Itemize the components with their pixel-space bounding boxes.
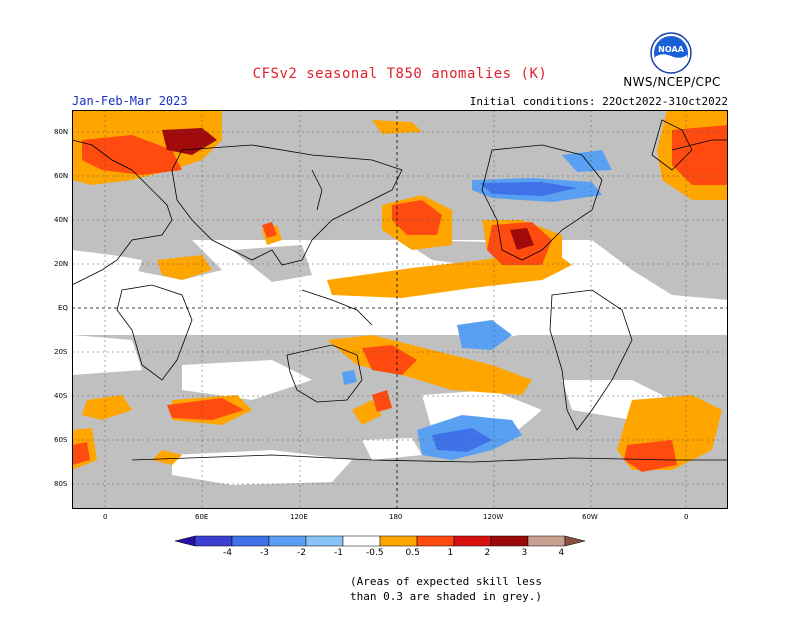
noaa-logo-icon: NOAA xyxy=(650,32,692,74)
colorbar-swatch xyxy=(231,535,270,547)
map-gridlines xyxy=(72,110,727,508)
equator-dateline xyxy=(72,110,727,508)
lat-label: 60N xyxy=(54,172,69,180)
colorbar-tick-label: -2 xyxy=(297,548,306,558)
colorbar-swatch xyxy=(194,535,233,547)
skill-note-line2: than 0.3 are shaded in grey.) xyxy=(350,590,543,603)
svg-text:NOAA: NOAA xyxy=(658,45,684,54)
colorbar-tick-label: -4 xyxy=(223,548,232,558)
anomaly-map xyxy=(72,110,728,509)
lat-label: 80S xyxy=(54,480,68,488)
colorbar-tick-label: -3 xyxy=(260,548,269,558)
lat-label: EQ xyxy=(58,304,68,312)
colorbar-swatch xyxy=(490,535,529,547)
lat-label: 60S xyxy=(54,436,68,444)
colorbar-tick-label: 3 xyxy=(521,548,528,558)
colorbar-tick-label: 4 xyxy=(558,548,565,558)
colorbar-tick-label: 2 xyxy=(484,548,491,558)
lon-label: 60E xyxy=(195,513,209,521)
lon-label: 180 xyxy=(389,513,403,521)
agency-label: NWS/NCEP/CPC xyxy=(623,75,721,89)
lon-label: 0 xyxy=(103,513,108,521)
lat-label: 20N xyxy=(54,260,69,268)
colorbar-tick-label: -1 xyxy=(334,548,343,558)
lon-label: 120W xyxy=(483,513,504,521)
colorbar-swatch xyxy=(416,535,455,547)
colorbar-tick-label: 1 xyxy=(447,548,454,558)
lat-label: 20S xyxy=(54,348,68,356)
lon-label: 0 xyxy=(684,513,689,521)
lat-label: 80N xyxy=(54,128,69,136)
colorbar-arrow-low xyxy=(175,535,196,547)
skill-note-line1: (Areas of expected skill less xyxy=(350,575,543,588)
colorbar-swatch xyxy=(379,535,418,547)
colorbar-swatch xyxy=(453,535,492,547)
colorbar xyxy=(175,535,586,547)
initial-conditions: Initial conditions: 22Oct2022-31Oct2022 xyxy=(469,95,728,108)
lat-label: 40S xyxy=(54,392,68,400)
colorbar-swatch xyxy=(342,535,381,547)
colorbar-tick-label: -0.5 xyxy=(366,548,384,558)
lon-label: 60W xyxy=(582,513,598,521)
forecast-period: Jan-Feb-Mar 2023 xyxy=(72,94,188,108)
colorbar-tick-label: 0.5 xyxy=(405,548,420,558)
lon-label: 120E xyxy=(290,513,308,521)
colorbar-swatch xyxy=(527,535,566,547)
colorbar-arrow-high xyxy=(564,535,586,547)
colorbar-swatch xyxy=(268,535,307,547)
chart-title: CFSv2 seasonal T850 anomalies (K) xyxy=(252,66,548,82)
lat-label: 40N xyxy=(54,216,69,224)
colorbar-swatch xyxy=(305,535,344,547)
